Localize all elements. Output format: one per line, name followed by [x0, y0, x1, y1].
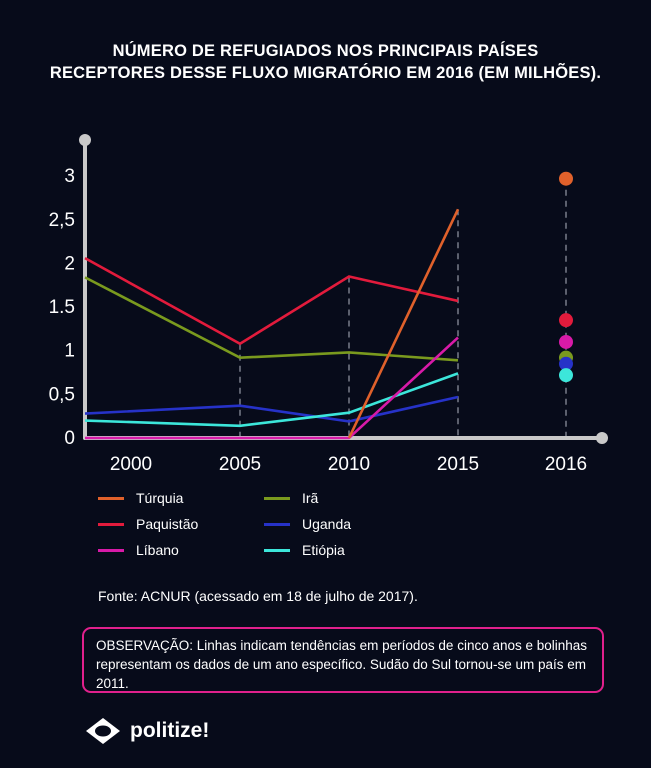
- legend-label: Paquistão: [136, 516, 199, 532]
- legend-swatch: [264, 548, 290, 552]
- data-point-2016-etiópia: [559, 368, 573, 383]
- legend-swatch: [98, 548, 124, 552]
- note-box: OBSERVAÇÃO: Linhas indicam tendências em…: [82, 627, 604, 693]
- y-axis-end-cap: [79, 134, 91, 146]
- series-line-líbano: [85, 336, 459, 440]
- x-tick-label: 2015: [437, 454, 479, 475]
- legend-swatch: [264, 496, 290, 500]
- series-line-uganda: [84, 395, 459, 423]
- brand-logo[interactable]: politize!: [84, 716, 209, 746]
- legend-label: Etiópia: [302, 542, 345, 558]
- legend-label: Irã: [302, 490, 319, 506]
- series-line-irã: [84, 276, 459, 362]
- legend-item: Etiópia: [264, 537, 345, 563]
- y-tick-label: 0,5: [49, 384, 75, 405]
- data-point-2016-paquistão: [559, 313, 573, 328]
- brand-name: politize!: [130, 719, 210, 742]
- y-tick-label: 2,5: [49, 210, 75, 231]
- legend-swatch: [98, 496, 124, 500]
- x-tick-label: 2010: [328, 454, 370, 475]
- series-line-paquistão: [84, 257, 459, 346]
- line-chart: 0 0,5 1 1.5 2 2,5 3 2000 2005 2010 2015 2016: [49, 134, 608, 475]
- legend-item: Paquistão: [98, 511, 198, 537]
- legend: Túrquia Paquistão Líbano Irã Uganda Etiópia: [98, 487, 418, 567]
- legend-item: Irã: [264, 485, 318, 511]
- data-point-2016-uganda: [559, 356, 573, 371]
- legend-label: Túrquia: [136, 490, 184, 506]
- legend-swatch: [98, 522, 124, 526]
- y-tick-label: 0: [64, 428, 75, 449]
- y-tick-label: 3: [64, 166, 75, 187]
- legend-label: Uganda: [302, 516, 352, 532]
- series-line-etiópia: [84, 372, 459, 428]
- legend-item: Uganda: [264, 511, 351, 537]
- y-tick-label: 1: [64, 341, 75, 362]
- x-axis-end-cap: [596, 432, 608, 444]
- data-point-2016-túrquia: [559, 171, 573, 186]
- chart-title-line-1: NÚMERO DE REFUGIADOS NOS PRINCIPAIS PAÍS…: [112, 42, 539, 60]
- legend-label: Líbano: [136, 542, 179, 558]
- chart-title-line-2: RECEPTORES DESSE FLUXO MIGRATÓRIO EM 201…: [49, 64, 602, 82]
- legend-item: Líbano: [98, 537, 179, 563]
- source-text: Fonte: ACNUR (acessado em 18 de julho de…: [98, 588, 418, 604]
- politize-logo-icon: [86, 718, 120, 744]
- y-tick-label: 2: [64, 253, 75, 274]
- data-point-2016-líbano: [559, 334, 573, 349]
- chart-title: NÚMERO DE REFUGIADOS NOS PRINCIPAIS PAÍS…: [0, 40, 651, 84]
- x-tick-label: 2016: [545, 454, 587, 475]
- x-tick-label: 2000: [110, 454, 152, 475]
- x-tick-label: 2005: [219, 454, 261, 475]
- legend-swatch: [264, 522, 290, 526]
- legend-item: Túrquia: [98, 485, 183, 511]
- series-line-túrquia: [347, 208, 460, 439]
- y-tick-label: 1.5: [49, 297, 75, 318]
